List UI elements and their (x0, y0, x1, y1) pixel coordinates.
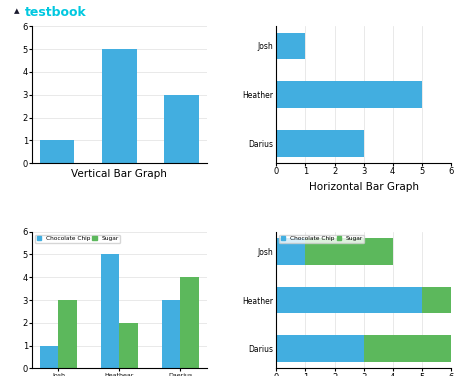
Bar (40, 346, 58, 368)
Bar (162, 300, 180, 368)
Bar (276, 287, 421, 314)
Bar (276, 33, 305, 59)
Bar (421, 287, 450, 314)
X-axis label: Vertical Bar Graph: Vertical Bar Graph (71, 169, 167, 179)
Bar (363, 335, 450, 362)
Bar (40, 140, 74, 163)
Bar (119, 323, 137, 368)
Bar (58, 300, 77, 368)
Legend: Chocolate Chip, Sugar: Chocolate Chip, Sugar (279, 235, 364, 243)
X-axis label: Horizontal Bar Graph: Horizontal Bar Graph (308, 182, 418, 192)
Bar (101, 255, 119, 368)
Text: ▴: ▴ (14, 6, 19, 16)
Bar (305, 238, 392, 265)
Text: testbook: testbook (25, 6, 87, 19)
Bar (276, 335, 363, 362)
Bar (276, 81, 421, 108)
Bar (164, 95, 198, 163)
Legend: Chocolate Chip, Sugar: Chocolate Chip, Sugar (35, 235, 120, 243)
Bar (102, 49, 136, 163)
Bar (276, 130, 363, 157)
Bar (276, 238, 305, 265)
Bar (180, 277, 198, 368)
